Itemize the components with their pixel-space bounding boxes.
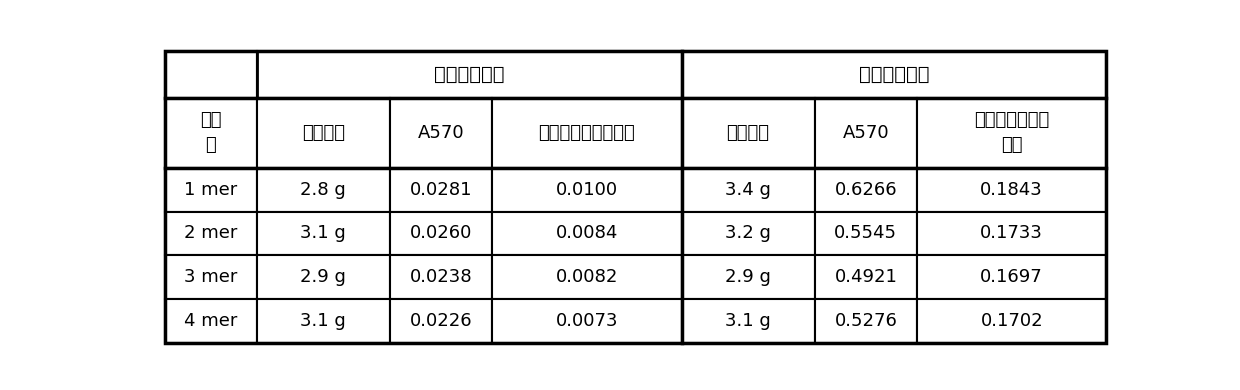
Bar (815, 168, 918, 211)
Text: 2.9 g: 2.9 g (300, 268, 346, 286)
Bar (257, 98, 389, 168)
Bar (682, 255, 815, 299)
Bar (682, 299, 815, 342)
Text: 0.0226: 0.0226 (409, 312, 472, 330)
Bar (492, 299, 682, 342)
Bar (918, 168, 1106, 211)
Text: 0.0238: 0.0238 (409, 268, 472, 286)
Bar (492, 168, 682, 211)
Bar (492, 211, 682, 255)
Text: 每毫克肽树脂吸
光値: 每毫克肽树脂吸 光値 (975, 112, 1049, 154)
Text: 0.1702: 0.1702 (981, 312, 1043, 330)
Bar (918, 98, 1106, 168)
Text: 3.1 g: 3.1 g (725, 312, 771, 330)
Bar (918, 299, 1106, 342)
Bar (492, 255, 682, 299)
Bar (257, 299, 389, 342)
Bar (165, 255, 257, 299)
Text: 3.2 g: 3.2 g (725, 224, 771, 242)
Text: 2 mer: 2 mer (184, 224, 237, 242)
Text: 每毫克肽树脂吸光値: 每毫克肽树脂吸光値 (538, 124, 635, 142)
Bar (389, 299, 492, 342)
Bar (815, 98, 918, 168)
Bar (389, 168, 492, 211)
Bar (492, 98, 682, 168)
Text: 0.0281: 0.0281 (409, 181, 472, 199)
Text: 常规方法检测: 常规方法检测 (434, 65, 505, 84)
Text: 3.1 g: 3.1 g (300, 224, 346, 242)
Bar (682, 51, 1106, 98)
Text: 0.1697: 0.1697 (981, 268, 1043, 286)
Bar (682, 168, 815, 211)
Text: 摩尔
数: 摩尔 数 (200, 112, 222, 154)
Text: 0.5545: 0.5545 (835, 224, 898, 242)
Text: 4 mer: 4 mer (184, 312, 237, 330)
Text: 改进荆三酮法: 改进荆三酮法 (859, 65, 929, 84)
Text: 0.6266: 0.6266 (835, 181, 897, 199)
Bar (918, 255, 1106, 299)
Text: 0.0084: 0.0084 (556, 224, 618, 242)
Text: A570: A570 (842, 124, 889, 142)
Bar (815, 299, 918, 342)
Text: 0.0100: 0.0100 (556, 181, 618, 199)
Bar (165, 98, 257, 168)
Bar (682, 98, 815, 168)
Text: 0.0082: 0.0082 (556, 268, 618, 286)
Text: 称量克数: 称量克数 (301, 124, 345, 142)
Text: 2.9 g: 2.9 g (725, 268, 771, 286)
Text: 3.4 g: 3.4 g (725, 181, 771, 199)
Text: 2.8 g: 2.8 g (300, 181, 346, 199)
Text: 3 mer: 3 mer (184, 268, 237, 286)
Bar (165, 168, 257, 211)
Text: 0.4921: 0.4921 (835, 268, 898, 286)
Text: 0.0260: 0.0260 (409, 224, 472, 242)
Bar (165, 51, 257, 98)
Text: 0.0073: 0.0073 (556, 312, 618, 330)
Bar (815, 255, 918, 299)
Bar (389, 255, 492, 299)
Bar (257, 51, 682, 98)
Bar (257, 255, 389, 299)
Bar (257, 211, 389, 255)
Text: 0.1843: 0.1843 (981, 181, 1043, 199)
Text: 3.1 g: 3.1 g (300, 312, 346, 330)
Bar (815, 211, 918, 255)
Bar (165, 299, 257, 342)
Text: 0.5276: 0.5276 (835, 312, 898, 330)
Bar (389, 211, 492, 255)
Bar (918, 211, 1106, 255)
Bar (682, 211, 815, 255)
Bar (389, 98, 492, 168)
Bar (257, 168, 389, 211)
Text: 0.1733: 0.1733 (981, 224, 1043, 242)
Text: 1 mer: 1 mer (184, 181, 237, 199)
Bar (165, 211, 257, 255)
Text: 称量克数: 称量克数 (727, 124, 770, 142)
Text: A570: A570 (418, 124, 464, 142)
